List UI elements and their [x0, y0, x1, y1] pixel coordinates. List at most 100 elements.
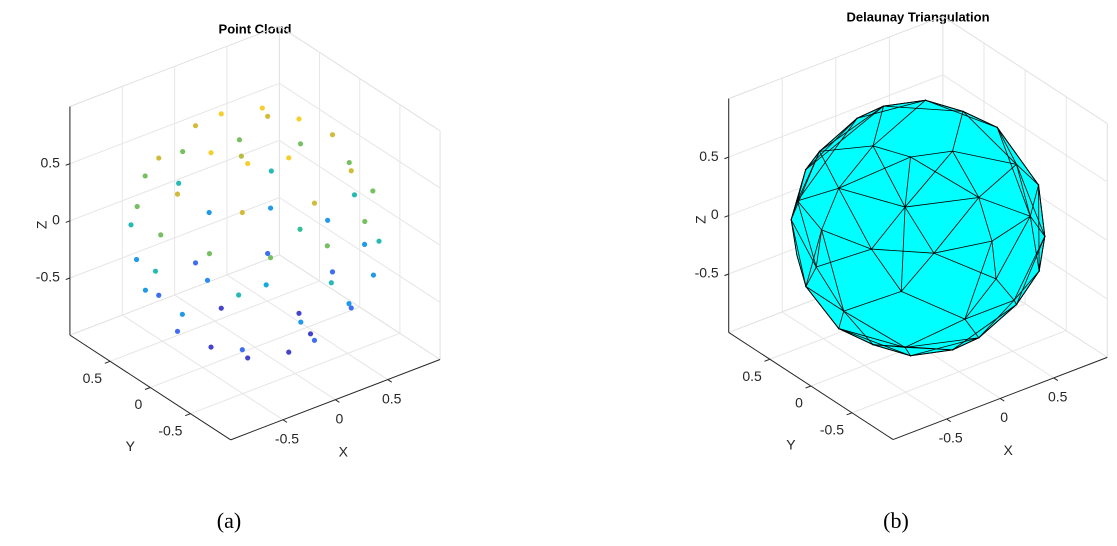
point [267, 255, 274, 261]
mesh-edge [900, 252, 935, 292]
mesh-edge [904, 150, 953, 208]
y-tick-label: 0.5 [83, 370, 103, 386]
box-edge [279, 25, 441, 132]
point [152, 268, 159, 274]
point [192, 123, 199, 129]
point [239, 347, 245, 353]
mesh-edge [872, 344, 911, 357]
mesh-edge [1029, 184, 1039, 217]
mesh-edge [805, 117, 858, 170]
mesh-edge [1016, 236, 1046, 305]
mesh-vertex [900, 290, 903, 293]
tick-mark [724, 156, 729, 160]
point [204, 277, 211, 283]
tick-mark [185, 413, 191, 417]
mesh-edge [797, 117, 858, 202]
mesh-vertex [790, 218, 792, 221]
point [236, 137, 243, 143]
x-axis-label: X [339, 443, 349, 459]
mesh-vertex [805, 285, 807, 288]
mesh-edge [790, 219, 817, 268]
plot: Point Cloud -0.5 0 0.5 -0.5 0 0.5 -0.5 0 0.5 X Y Z [34, 21, 441, 459]
mesh-edge [797, 187, 839, 202]
point [245, 355, 251, 361]
mesh-edge [872, 344, 906, 348]
mesh-edge [843, 291, 902, 312]
z-tick-label: 0 [52, 212, 60, 228]
mesh-edge [805, 286, 840, 329]
mesh-vertex [909, 354, 912, 357]
x-tick-label: 0.5 [382, 390, 402, 406]
mesh-edge [996, 127, 1017, 165]
mesh-edge [872, 145, 911, 158]
mesh-edge [871, 206, 906, 250]
mesh-edge [964, 278, 997, 320]
mesh-edge [797, 200, 817, 268]
mesh-edge [925, 99, 964, 112]
point [206, 251, 213, 257]
mesh-edge [883, 105, 964, 112]
point [245, 160, 251, 167]
point [370, 188, 376, 194]
mesh-edge [871, 248, 934, 254]
mesh-edge [996, 127, 1031, 217]
mesh-edge [1038, 236, 1046, 272]
tick-mark [104, 360, 111, 364]
mesh-edge [991, 241, 997, 279]
z-tick-label: -0.5 [695, 265, 719, 281]
point [329, 132, 336, 138]
z-tick-label: 0 [711, 206, 719, 222]
mesh-vertex [978, 196, 980, 199]
y-axis-label: Y [786, 437, 796, 453]
mesh-edge [995, 216, 1031, 280]
mesh-edge [952, 150, 980, 198]
mesh-edge [978, 164, 1017, 198]
point [263, 282, 269, 288]
mesh-vertex [1015, 303, 1018, 306]
point [156, 292, 162, 298]
grid-line [279, 140, 441, 246]
point [297, 226, 303, 232]
mesh-vertex [856, 117, 858, 120]
mesh-edge [904, 156, 911, 208]
mesh-edge [910, 156, 980, 198]
tick-mark [846, 412, 853, 416]
point [267, 205, 274, 211]
mesh-vertex [991, 240, 993, 242]
mesh-edge [838, 188, 872, 250]
mesh-edge [910, 150, 953, 158]
point [324, 243, 330, 249]
point [376, 238, 382, 244]
tick-mark [335, 399, 340, 403]
mesh-vertex [842, 310, 845, 312]
mesh-vertex [882, 105, 885, 107]
mesh-edge [819, 117, 858, 152]
tick-mark [387, 379, 393, 383]
tick-mark [65, 220, 71, 223]
y-tick-label: 0 [134, 396, 142, 412]
mesh-vertex [1013, 299, 1015, 302]
mesh-edge [838, 156, 911, 189]
tick-mark [724, 273, 729, 277]
mesh-vertex [1015, 163, 1018, 166]
mesh-vertex [978, 336, 980, 339]
mesh-edge [838, 311, 845, 329]
point [329, 269, 336, 275]
y-axis [69, 334, 231, 441]
mesh-vertex [870, 248, 873, 250]
mesh-vertex [904, 206, 906, 208]
mesh-edge [838, 328, 911, 357]
grid-line [851, 330, 1067, 414]
mesh-edge [816, 248, 872, 268]
point [328, 280, 334, 286]
mesh-edge [904, 197, 979, 208]
mesh-vertex [924, 99, 927, 102]
grid-line [190, 332, 401, 415]
point [128, 222, 134, 228]
grid-line [150, 306, 360, 388]
point [325, 217, 331, 223]
mesh-edge [815, 266, 845, 312]
mesh-edge [790, 151, 820, 220]
mesh-vertex [804, 168, 807, 171]
